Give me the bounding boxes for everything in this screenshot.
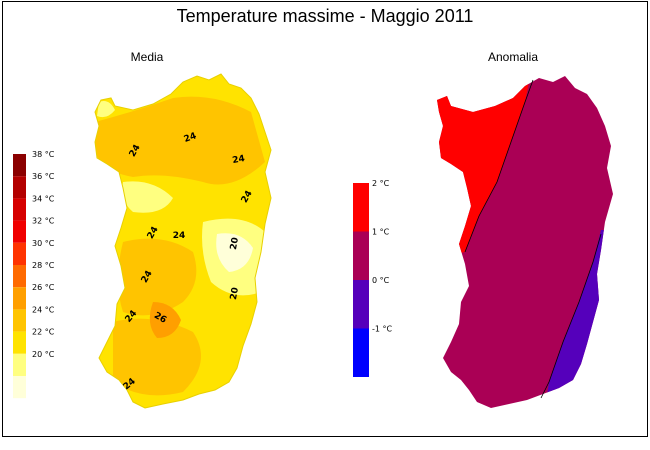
media-zone-24-west [118, 238, 197, 316]
anomalia-legend-label: 0 °C [372, 276, 390, 285]
media-legend-swatch [13, 353, 26, 376]
media-legend-label: 24 °C [32, 305, 55, 314]
media-legend-swatch [13, 242, 26, 265]
media-legend-label: 36 °C [32, 172, 55, 181]
media-legend-swatch [13, 176, 26, 199]
media-legend-swatch [13, 220, 26, 243]
media-legend-swatch [13, 154, 26, 177]
anomalia-panel-title: Anomalia [487, 50, 539, 64]
media-legend-label: 32 °C [32, 217, 55, 226]
media-legend-label: 30 °C [32, 239, 55, 248]
media-legend-swatch [13, 198, 26, 221]
media-zone-below-20 [216, 233, 253, 272]
media-contour-label: 24 [232, 154, 246, 166]
media-legend-swatch [13, 287, 26, 310]
media-contour-label: 24 [173, 231, 186, 241]
media-panel-title: Media [130, 50, 164, 64]
media-contour-label: 20 [229, 237, 241, 251]
anomalia-legend-swatch [353, 231, 369, 280]
anomalia-contour-0 [540, 233, 602, 399]
media-legend-label: 20 °C [32, 350, 55, 359]
media-zone-24-north [95, 96, 265, 185]
media-contour-label: 24 [183, 131, 198, 145]
anomalia-legend-label: 2 °C [372, 179, 390, 188]
media-contour-label: 20 [229, 287, 241, 301]
media-legend-swatch [13, 265, 26, 288]
media-legend-label: 34 °C [32, 194, 55, 203]
figure-frame: Temperature massime - Maggio 2011 Media … [2, 1, 648, 437]
anomalia-legend-label: 1 °C [372, 228, 390, 237]
media-legend-swatch [13, 309, 26, 332]
media-legend: 38 °C 36 °C 34 °C 32 °C 30 °C 28 °C 26 °C 24 °C… [13, 150, 55, 399]
media-zone-24-south [113, 318, 201, 396]
anomalia-legend-swatch [353, 183, 369, 232]
maps-canvas: 38 °C 36 °C 34 °C 32 °C 30 °C 28 °C 26 °C 24 °C… [13, 73, 613, 409]
figure-title: Temperature massime - Maggio 2011 [176, 6, 474, 26]
media-zone-26 [149, 302, 181, 338]
media-island-outline [94, 73, 272, 409]
media-legend-label: 38 °C [32, 150, 55, 159]
media-zone-22-nw [97, 101, 115, 118]
media-legend-label: 22 °C [32, 328, 55, 337]
media-legend-swatch [13, 331, 26, 354]
anomalia-contour-1 [464, 79, 534, 253]
anomalia-legend: 2 °C 1 °C 0 °C -1 °C [353, 179, 393, 377]
media-legend-label: 28 °C [32, 261, 55, 270]
media-zone-22-center [122, 181, 173, 213]
anomalia-legend-label: -1 °C [372, 325, 393, 334]
anomalia-map [437, 76, 613, 408]
media-legend-label: 26 °C [32, 283, 55, 292]
anomalia-legend-swatch [353, 328, 369, 377]
anomalia-legend-swatch [353, 280, 369, 329]
media-legend-swatch [13, 376, 26, 399]
